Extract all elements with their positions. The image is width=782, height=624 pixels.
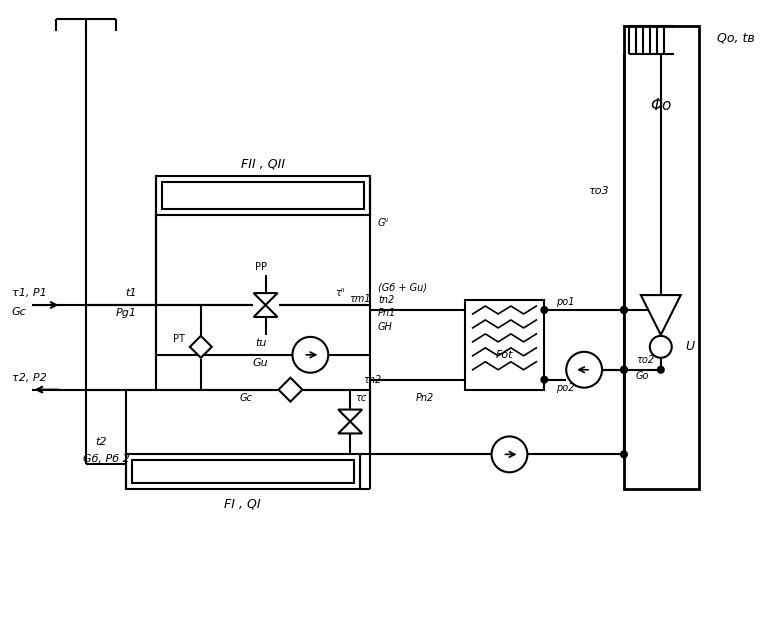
Text: tn2: tn2	[378, 295, 394, 305]
Polygon shape	[641, 295, 680, 335]
Polygon shape	[278, 378, 303, 402]
Bar	[126, 454, 361, 489]
Text: Gc: Gc	[239, 392, 252, 402]
Circle shape	[566, 352, 602, 388]
Text: po2: po2	[556, 383, 575, 392]
Text: t2: t2	[95, 437, 107, 447]
Circle shape	[621, 367, 627, 373]
Circle shape	[292, 337, 328, 373]
Text: Pg1: Pg1	[116, 308, 137, 318]
Text: Go: Go	[636, 371, 649, 381]
Text: τo2: τo2	[636, 355, 654, 365]
Polygon shape	[253, 305, 278, 317]
Text: τm1: τm1	[350, 294, 371, 304]
Bar	[162, 182, 364, 210]
Bar	[156, 175, 370, 215]
Text: Gu: Gu	[253, 358, 268, 368]
Text: Pn2: Pn2	[416, 392, 434, 402]
Text: PP: PP	[255, 262, 267, 272]
Text: (Gб + Gu): (Gб + Gu)	[378, 282, 427, 292]
Polygon shape	[190, 336, 212, 358]
Circle shape	[621, 367, 627, 373]
Polygon shape	[339, 421, 362, 434]
Circle shape	[541, 307, 547, 313]
Text: PT: PT	[173, 334, 185, 344]
Text: τc: τc	[355, 392, 367, 402]
Bar	[132, 461, 354, 483]
Text: τᴵᴵ: τᴵᴵ	[335, 288, 345, 298]
Circle shape	[492, 436, 527, 472]
Circle shape	[650, 336, 672, 358]
Polygon shape	[253, 293, 278, 305]
Bar	[465, 300, 544, 389]
Circle shape	[621, 307, 627, 313]
Text: t1: t1	[125, 288, 137, 298]
Text: FII , QII: FII , QII	[241, 157, 285, 170]
Text: Qo, tв: Qo, tв	[716, 32, 755, 45]
Text: po1: po1	[556, 297, 575, 307]
Circle shape	[621, 451, 627, 457]
Text: Gб, Pб 2: Gб, Pб 2	[83, 454, 130, 464]
Text: Pn1: Pn1	[378, 308, 396, 318]
Bar	[624, 26, 698, 489]
Text: τ1, P1: τ1, P1	[12, 288, 46, 298]
Text: FI , QI: FI , QI	[224, 498, 261, 510]
Text: τ2, P2: τ2, P2	[12, 373, 46, 383]
Text: Φo: Φo	[650, 99, 672, 114]
Polygon shape	[339, 409, 362, 421]
Text: Fot: Fot	[496, 350, 513, 360]
Circle shape	[541, 377, 547, 383]
Text: τo3: τo3	[588, 185, 609, 195]
Text: τn2: τn2	[363, 374, 381, 385]
Circle shape	[621, 307, 627, 313]
Circle shape	[658, 367, 664, 373]
Text: tu: tu	[255, 338, 266, 348]
Text: Gc: Gc	[12, 307, 27, 317]
Text: U: U	[686, 340, 695, 353]
Text: Gᴵᴵ: Gᴵᴵ	[378, 218, 389, 228]
Text: GН: GН	[378, 322, 393, 332]
